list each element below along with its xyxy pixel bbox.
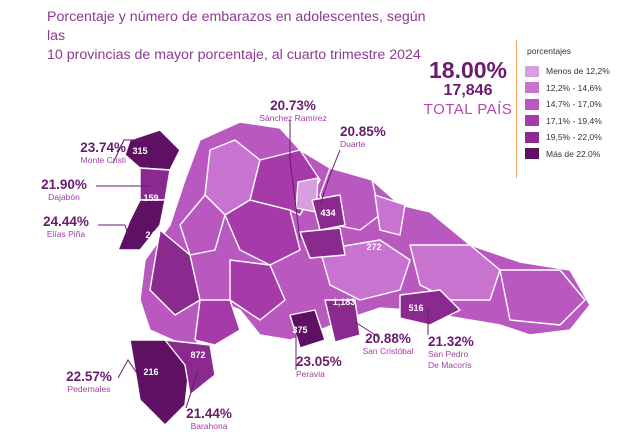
province-percent: 23.74%: [80, 140, 126, 155]
legend-label: Más de 22.0%: [546, 148, 601, 159]
province-label-san-pedro: 21.32% San Pedro De Macorís: [428, 334, 490, 371]
province-name: Barahona: [190, 421, 228, 431]
count-peravia: 375: [292, 325, 307, 335]
legend: porcentajes Menos de 12,2% 12,2% - 14,6%…: [516, 40, 628, 178]
province-label-dajabon: 21.90% Dajabón: [35, 177, 93, 203]
province-shape: [289, 309, 326, 349]
province-percent: 24.44%: [43, 214, 89, 229]
province-name: San Pedro De Macorís: [428, 349, 472, 370]
title-line-1: Porcentaje y número de embarazos en adol…: [47, 9, 426, 44]
legend-swatch: [525, 115, 539, 127]
province-name: Pedernales: [67, 384, 111, 394]
province-percent: 20.73%: [270, 98, 316, 113]
count-monte-cristi: 315: [132, 146, 147, 156]
legend-label: Menos de 12,2%: [546, 66, 610, 77]
legend-label: 12,2% - 14,6%: [546, 82, 602, 93]
leader-line: [289, 120, 301, 241]
leader-line: [185, 369, 199, 409]
total-count: 17,846: [443, 82, 493, 99]
province-name: Peravia: [296, 369, 325, 379]
count-dajabon: 159: [143, 193, 158, 203]
province-label-duarte: 20.85% Duarte: [340, 124, 400, 150]
title-line-2: 10 provincias de mayor porcentaje, al cu…: [47, 47, 421, 63]
leader-line: [98, 224, 129, 236]
leader-line: [112, 139, 148, 164]
legend-label: 19,5% - 22,0%: [546, 132, 602, 143]
province-label-elias-pina: 24.44% Elías Piña: [35, 214, 97, 240]
province-percent: 21.44%: [186, 406, 232, 421]
chart-title: Porcentaje y número de embarazos en adol…: [47, 8, 427, 65]
province-percent: 23.05%: [296, 354, 342, 369]
legend-item: Más de 22.0%: [525, 146, 628, 163]
province-shape: [149, 229, 201, 316]
legend-label: 14,7% - 17,0%: [546, 99, 602, 110]
legend-title: porcentajes: [527, 46, 571, 56]
province-shape: [164, 339, 216, 396]
legend-swatch: [525, 148, 539, 160]
province-shape: [117, 199, 166, 251]
count-duarte: 434: [320, 208, 335, 218]
province-shape: [179, 194, 226, 256]
province-shape: [194, 299, 241, 346]
province-shape: [229, 259, 286, 321]
province-name: San Cristóbal: [362, 346, 414, 356]
national-total: 18.00% 17,846 TOTAL PAÍS: [418, 58, 518, 120]
province-shape: [374, 194, 406, 236]
count-elias-pina: 249: [145, 230, 160, 240]
province-label-sanchez-ramirez: 20.73% Sánchez Ramírez: [254, 98, 332, 124]
legend-item: 14,7% - 17,0%: [525, 96, 628, 113]
total-label: TOTAL PAÍS: [423, 101, 513, 118]
province-shape: [499, 269, 586, 326]
legend-item: Menos de 12,2%: [525, 63, 628, 80]
province-shape: [409, 244, 501, 301]
count-sanchez-ramirez: 272: [366, 242, 381, 252]
province-percent: 21.90%: [41, 177, 87, 192]
province-label-monte-cristi: 23.74% Monte Cristi: [60, 140, 126, 166]
count-pedernales: 216: [143, 367, 158, 377]
leader-line: [354, 321, 381, 339]
province-shape: [324, 299, 361, 343]
province-name: Monte Cristi: [80, 155, 126, 165]
legend-label: 17,1% - 19,4%: [546, 115, 602, 126]
total-percent: 18.00%: [428, 57, 507, 83]
province-label-peravia: 23.05% Peravia: [296, 354, 354, 380]
count-san-pedro: 516: [408, 303, 423, 313]
legend-swatch: [525, 82, 539, 94]
legend-item: 19,5% - 22,0%: [525, 129, 628, 146]
province-percent: 21.32%: [428, 334, 474, 349]
province-name: Dajabón: [48, 192, 80, 202]
province-label-san-cristobal: 20.88% San Cristóbal: [356, 331, 420, 357]
legend-swatch: [525, 98, 539, 110]
count-barahona: 872: [190, 350, 205, 360]
leader-line: [319, 149, 341, 206]
legend-item: 12,2% - 14,6%: [525, 80, 628, 97]
leader-line: [117, 359, 137, 379]
province-percent: 20.85%: [340, 124, 386, 139]
legend-item: 17,1% - 19,4%: [525, 113, 628, 130]
legend-swatch: [525, 65, 539, 77]
province-name: Sánchez Ramírez: [259, 113, 327, 123]
province-label-barahona: 21.44% Barahona: [181, 406, 237, 432]
province-name: Duarte: [340, 139, 366, 149]
count-san-cristobal: 1,183: [333, 297, 356, 307]
province-name: Elías Piña: [46, 229, 86, 239]
province-percent: 22.57%: [66, 369, 112, 384]
province-label-pedernales: 22.57% Pedernales: [58, 369, 120, 395]
province-percent: 20.88%: [365, 331, 411, 346]
legend-swatch: [525, 131, 539, 143]
province-shape: [399, 289, 461, 326]
province-shape: [299, 227, 346, 259]
